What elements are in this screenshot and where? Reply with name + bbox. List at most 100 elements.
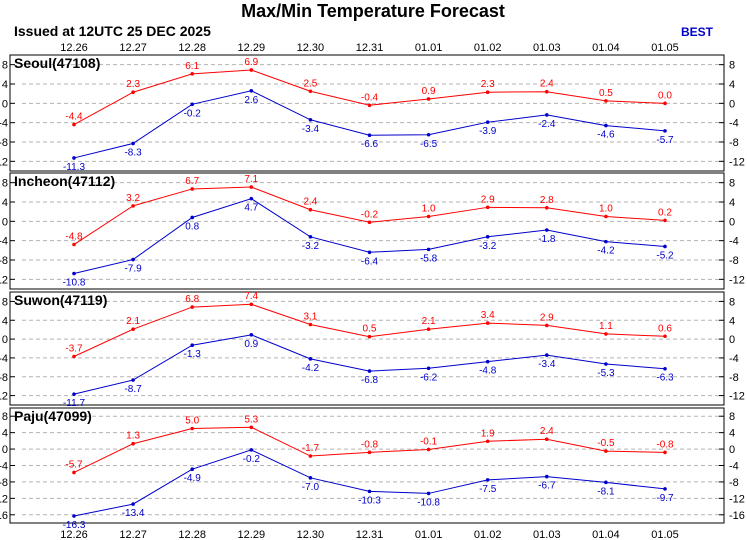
min-temp-label: -11.3 xyxy=(63,162,85,173)
max-temp-label: 6.1 xyxy=(185,61,199,72)
min-temp-point xyxy=(663,366,667,371)
y-tick-label-right: -4 xyxy=(729,118,739,130)
max-temp-label: 2.9 xyxy=(540,312,554,323)
min-temp-label: -6.2 xyxy=(420,372,438,383)
min-temp-point xyxy=(426,132,431,137)
max-temp-point xyxy=(308,322,313,327)
station-name: Suwon(47119) xyxy=(14,292,107,308)
max-temp-label: 2.1 xyxy=(422,316,436,327)
max-temp-point xyxy=(545,206,549,210)
max-temp-point xyxy=(72,242,76,247)
y-tick-label-left: -4 xyxy=(0,461,8,473)
max-temp-point xyxy=(367,334,372,339)
max-temp-label: 6.8 xyxy=(185,294,199,305)
max-temp-point xyxy=(663,334,667,339)
y-tick-label-right: 8 xyxy=(729,60,735,72)
panel-frame xyxy=(9,54,725,172)
max-temp-point xyxy=(604,99,608,103)
max-temp-point xyxy=(249,185,254,189)
min-temp-point xyxy=(485,120,490,124)
min-temp-point xyxy=(426,491,431,496)
max-temp-label: -0.5 xyxy=(597,438,615,449)
min-temp-point xyxy=(131,257,135,262)
min-temp-point xyxy=(308,117,313,122)
min-temp-label: -4.6 xyxy=(597,130,615,141)
min-temp-label: -3.9 xyxy=(479,126,497,137)
panel-frame xyxy=(9,172,725,290)
y-tick-label-left: 4 xyxy=(2,79,8,91)
min-temp-point xyxy=(604,239,608,244)
max-temp-point xyxy=(190,305,194,309)
max-temp-point xyxy=(426,447,431,452)
station-name: Paju(47099) xyxy=(14,408,92,424)
y-tick-label-left: -12 xyxy=(0,156,8,168)
y-tick-label-right: -4 xyxy=(729,353,739,365)
max-temp-label: 1.0 xyxy=(422,204,436,215)
min-temp-point xyxy=(545,113,549,117)
max-temp-point xyxy=(663,218,667,223)
date-label-top: 12.26 xyxy=(60,42,88,54)
y-tick-label-left: 8 xyxy=(2,411,8,423)
date-label-bottom: 01.01 xyxy=(415,529,443,540)
min-temp-point xyxy=(131,502,135,506)
max-temp-point xyxy=(249,425,254,430)
min-temp-label: -13.4 xyxy=(122,508,145,519)
max-temp-label: -0.8 xyxy=(656,439,674,450)
max-temp-label: 1.0 xyxy=(599,204,613,215)
y-tick-label-right: -8 xyxy=(729,137,739,149)
max-temp-label: 2.4 xyxy=(540,79,554,90)
y-tick-label-right: 0 xyxy=(729,216,735,228)
max-temp-label: -3.7 xyxy=(65,344,83,355)
min-temp-point xyxy=(604,480,608,485)
min-temp-point xyxy=(190,343,194,348)
max-temp-point xyxy=(663,450,667,455)
y-tick-label-right: -8 xyxy=(729,372,739,384)
y-tick-label-left: -4 xyxy=(0,236,8,248)
min-temp-point xyxy=(367,250,372,255)
y-tick-label-left: -12 xyxy=(0,274,8,286)
y-tick-label-right: 0 xyxy=(729,444,735,456)
station-panel: 8 8 4 4 0 0 -4 -4 -8 -8 -12 -12 Incheon(47112) -4.8 3.… xyxy=(0,172,745,290)
min-temp-label: -0.2 xyxy=(243,454,261,465)
min-temp-label: -10.3 xyxy=(358,495,381,506)
min-temp-point xyxy=(72,156,76,160)
date-label-bottom: 12.26 xyxy=(60,529,88,540)
y-tick-label-left: 0 xyxy=(2,334,8,346)
min-temp-label: -7.9 xyxy=(124,264,142,275)
date-label-top: 01.02 xyxy=(474,42,502,54)
y-tick-label-left: 4 xyxy=(2,428,8,440)
y-tick-label-right: 8 xyxy=(729,178,735,190)
min-temp-point xyxy=(308,235,313,239)
max-temp-label: 0.5 xyxy=(363,324,377,335)
min-temp-point xyxy=(72,392,76,396)
y-tick-label-right: -8 xyxy=(729,255,739,267)
max-temp-label: 2.1 xyxy=(126,316,140,327)
date-label-top: 12.30 xyxy=(297,42,325,54)
max-temp-point xyxy=(249,68,254,72)
min-temp-point xyxy=(190,102,194,107)
min-temp-point xyxy=(367,133,372,138)
y-tick-label-right: 4 xyxy=(729,428,735,440)
max-temp-point xyxy=(604,449,608,453)
y-tick-label-right: -12 xyxy=(729,274,745,286)
max-temp-label: -0.2 xyxy=(361,209,379,220)
max-temp-point xyxy=(485,439,490,444)
max-temp-label: 2.3 xyxy=(481,79,495,90)
y-tick-label-left: -8 xyxy=(0,372,8,384)
min-temp-label: 2.6 xyxy=(244,95,258,106)
max-temp-point xyxy=(249,302,254,307)
min-temp-label: -2.4 xyxy=(538,119,556,130)
y-tick-label-right: 8 xyxy=(729,411,735,423)
date-label-top: 01.04 xyxy=(592,42,620,54)
max-temp-point xyxy=(308,207,313,212)
min-temp-point xyxy=(72,514,76,518)
max-temp-point xyxy=(426,97,431,101)
min-temp-label: -6.6 xyxy=(361,139,379,150)
max-temp-label: 1.9 xyxy=(481,428,495,439)
min-temp-point xyxy=(426,366,431,371)
y-tick-label-left: 0 xyxy=(2,444,8,456)
max-temp-label: -4.8 xyxy=(65,232,83,243)
date-label-bottom: 12.31 xyxy=(356,529,384,540)
max-temp-point xyxy=(545,437,549,442)
min-temp-point xyxy=(72,271,76,276)
